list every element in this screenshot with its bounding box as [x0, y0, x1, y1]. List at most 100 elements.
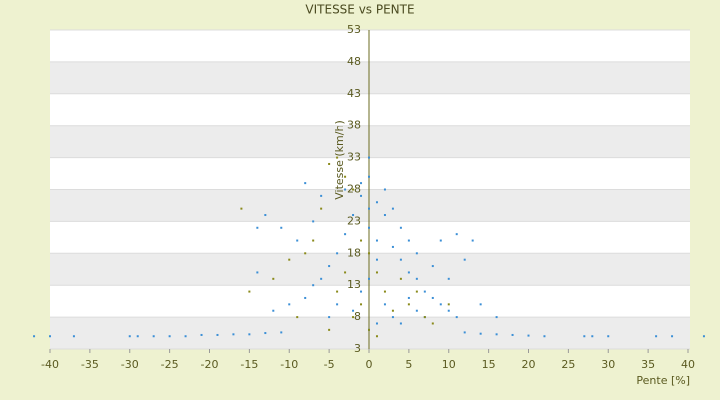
point	[344, 271, 347, 274]
point	[200, 333, 203, 336]
point	[328, 328, 331, 331]
point	[495, 333, 498, 336]
point	[344, 188, 347, 191]
point	[344, 233, 347, 236]
point	[344, 175, 347, 178]
point	[296, 316, 299, 319]
point	[423, 290, 426, 293]
x-tick-label: -30	[121, 358, 139, 371]
point	[360, 182, 363, 185]
point	[320, 277, 323, 280]
x-tick-label: 40	[681, 358, 695, 371]
y-tick-label: 33	[347, 151, 361, 164]
point	[511, 333, 514, 336]
point	[375, 239, 378, 242]
point	[360, 290, 363, 293]
point	[352, 188, 355, 191]
point	[375, 322, 378, 325]
y-axis-label: Vitesse (km/h)	[333, 120, 346, 200]
point	[391, 207, 394, 210]
point	[33, 335, 36, 338]
point	[415, 277, 418, 280]
point	[368, 328, 370, 331]
point	[455, 316, 458, 319]
grid-band	[50, 61, 690, 94]
point	[272, 309, 275, 312]
point	[312, 239, 315, 242]
y-tick-label: 13	[347, 278, 361, 291]
point	[407, 271, 410, 274]
point	[280, 226, 283, 229]
point	[256, 226, 259, 229]
point	[431, 296, 434, 299]
point	[383, 290, 386, 293]
point	[312, 220, 315, 223]
point	[375, 335, 378, 338]
x-tick-label: 35	[641, 358, 655, 371]
point	[439, 303, 442, 306]
point	[368, 156, 370, 159]
point	[368, 207, 370, 210]
x-tick-label: 10	[442, 358, 456, 371]
x-tick-label: -40	[41, 358, 59, 371]
point	[264, 214, 267, 217]
point	[391, 316, 394, 319]
point	[352, 316, 355, 319]
point	[463, 258, 466, 261]
x-tick-label: -10	[280, 358, 298, 371]
point	[399, 226, 402, 229]
point	[328, 316, 331, 319]
point	[455, 233, 458, 236]
grid-band	[50, 253, 690, 286]
point	[128, 335, 131, 338]
point	[352, 214, 355, 217]
point	[391, 309, 394, 312]
point	[248, 290, 251, 293]
point	[248, 333, 251, 336]
x-tick-label: -25	[161, 358, 179, 371]
x-tick-label: -5	[324, 358, 335, 371]
point	[399, 258, 402, 261]
point	[375, 258, 378, 261]
point	[232, 333, 235, 336]
point	[336, 303, 339, 306]
point	[328, 162, 331, 165]
point	[336, 290, 339, 293]
point	[671, 335, 674, 338]
x-axis-label: Pente [%]	[636, 374, 690, 387]
point	[360, 239, 363, 242]
x-tick-label: -35	[81, 358, 99, 371]
point	[591, 335, 594, 338]
point	[431, 265, 434, 268]
point	[360, 303, 363, 306]
point	[463, 331, 466, 334]
grid-band	[50, 189, 690, 222]
x-tick-label: 20	[522, 358, 536, 371]
point	[655, 335, 658, 338]
point	[320, 194, 323, 197]
point	[583, 335, 586, 338]
point	[407, 303, 410, 306]
point	[423, 316, 426, 319]
point	[272, 277, 275, 280]
point	[375, 271, 378, 274]
point	[336, 156, 339, 159]
chart-title: VITESSE vs PENTE	[305, 3, 414, 17]
point	[320, 207, 323, 210]
x-tick-label: 0	[366, 358, 373, 371]
point	[391, 245, 394, 248]
y-tick-label: 38	[347, 119, 361, 132]
point	[543, 335, 546, 338]
point	[415, 309, 418, 312]
point	[368, 226, 370, 229]
point	[368, 175, 370, 178]
point	[399, 322, 402, 325]
point	[702, 335, 705, 338]
point	[399, 277, 402, 280]
point	[495, 316, 498, 319]
point	[407, 239, 410, 242]
y-tick-label: 23	[347, 214, 361, 227]
point	[304, 252, 307, 255]
point	[216, 333, 219, 336]
y-tick-label: 43	[347, 87, 361, 100]
